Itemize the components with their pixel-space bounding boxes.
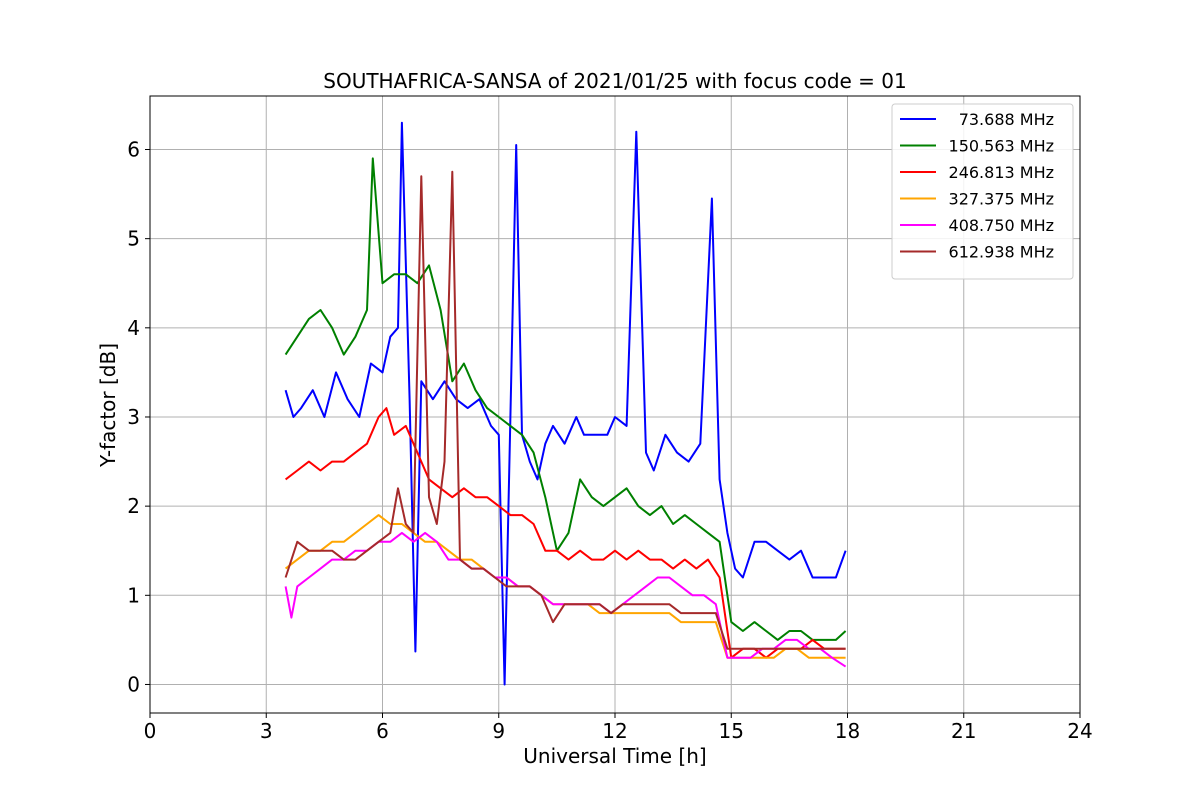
chart-title: SOUTHAFRICA-SANSA of 2021/01/25 with foc… <box>323 69 907 93</box>
y-tick-label: 1 <box>127 583 140 607</box>
y-axis-label: Y-factor [dB] <box>96 343 120 468</box>
legend-label: 408.750 MHz <box>949 216 1054 235</box>
y-tick-label: 3 <box>127 405 140 429</box>
y-tick-label: 5 <box>127 227 140 251</box>
legend-label: 150.563 MHz <box>949 137 1054 156</box>
series-layer <box>284 121 847 686</box>
x-tick-label: 21 <box>951 719 976 743</box>
legend-label: 73.688 MHz <box>959 110 1054 129</box>
series-line-1 <box>284 121 847 686</box>
x-axis: 0 3 6 9 12 15 18 21 24 <box>144 713 1093 743</box>
x-axis-label: Universal Time [h] <box>523 744 706 768</box>
y-tick-label: 4 <box>127 316 140 340</box>
series-line-6 <box>284 170 846 650</box>
x-tick-label: 24 <box>1067 719 1092 743</box>
legend-frame <box>891 103 1074 280</box>
series-line-2 <box>284 157 847 641</box>
legend: 73.688 MHz 150.563 MHz 246.813 MHz 327.375 … <box>891 103 1074 280</box>
x-tick-label: 3 <box>260 719 273 743</box>
y-axis: 0 1 2 3 4 5 6 <box>127 137 150 696</box>
legend-label: 246.813 MHz <box>949 163 1054 182</box>
x-tick-label: 18 <box>835 719 860 743</box>
x-tick-label: 9 <box>492 719 505 743</box>
y-tick-label: 6 <box>127 137 140 161</box>
y-tick-label: 0 <box>127 672 140 696</box>
legend-label: 327.375 MHz <box>949 190 1054 209</box>
x-tick-label: 12 <box>602 719 627 743</box>
y-tick-label: 2 <box>127 494 140 518</box>
legend-label: 612.938 MHz <box>949 243 1054 262</box>
x-tick-label: 15 <box>719 719 744 743</box>
x-tick-label: 6 <box>376 719 389 743</box>
x-tick-label: 0 <box>144 719 157 743</box>
